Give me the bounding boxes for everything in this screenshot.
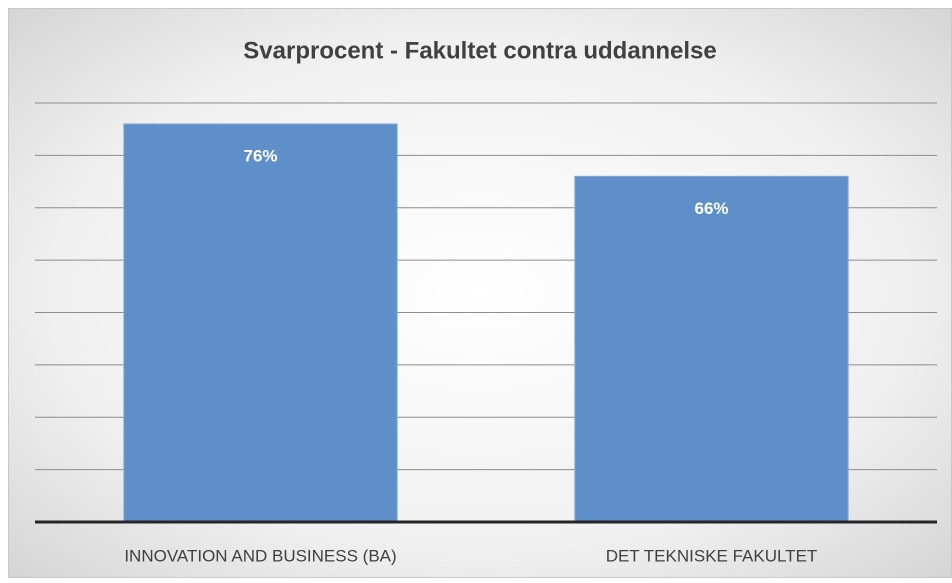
- data-label: 76%: [243, 146, 277, 165]
- chart-title: Svarprocent - Fakultet contra uddannelse: [243, 37, 716, 64]
- data-label: 66%: [694, 199, 728, 218]
- x-tick-label: DET TEKNISKE FAKULTET: [606, 546, 818, 565]
- bar: [574, 175, 849, 523]
- x-tick-label: INNOVATION AND BUSINESS (BA): [124, 546, 396, 565]
- bar: [123, 123, 398, 523]
